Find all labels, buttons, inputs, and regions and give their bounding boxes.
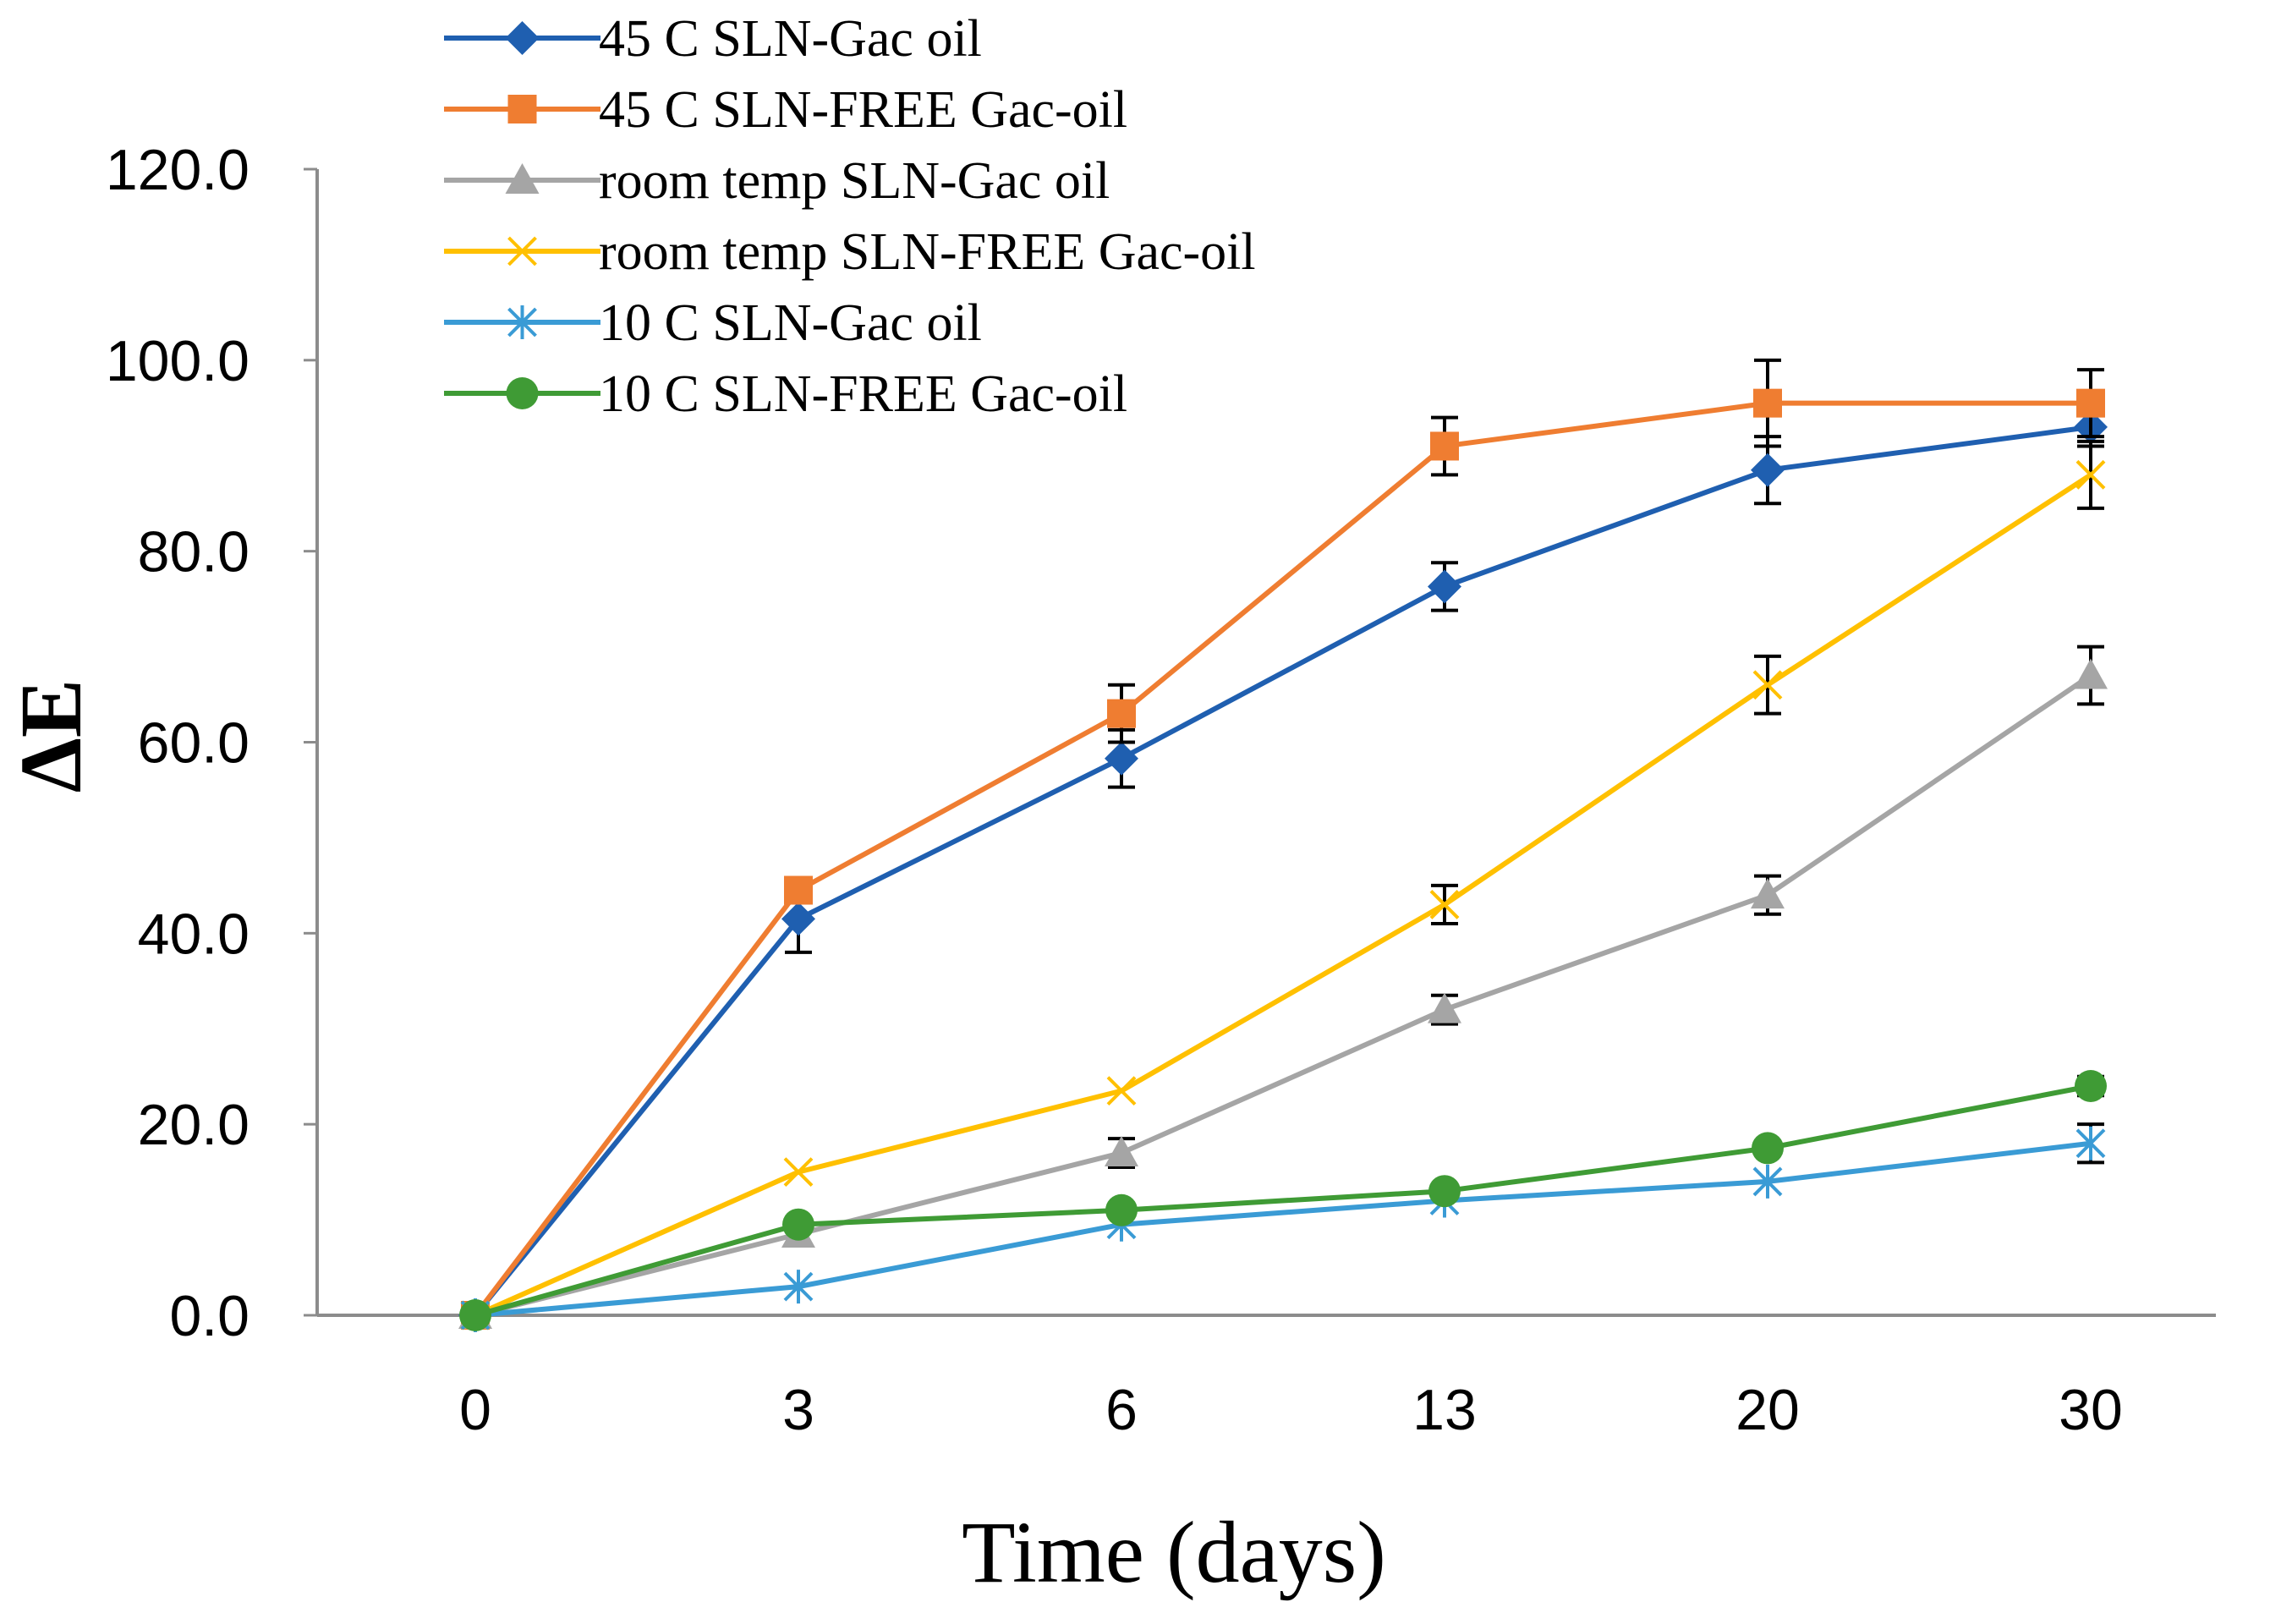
data-point — [1752, 670, 1783, 700]
legend-label: 45 C SLN-Gac oil — [599, 10, 982, 68]
y-tick-label: 60.0 — [138, 711, 249, 776]
legend-item: room temp SLN-Gac oil — [444, 152, 1110, 210]
series-line — [473, 424, 2092, 1317]
series-line — [474, 1084, 2092, 1318]
x-tick-label: 0 — [459, 1378, 491, 1442]
series-line — [474, 672, 2092, 1318]
data-point — [507, 305, 537, 339]
data-point — [2076, 388, 2105, 418]
data-point — [1430, 431, 1459, 461]
data-point — [1428, 1175, 1461, 1208]
data-point — [507, 95, 537, 123]
series-5 — [459, 1070, 2107, 1331]
data-point — [2075, 1070, 2107, 1102]
series-0 — [458, 406, 2108, 1332]
x-tick-label: 13 — [1412, 1378, 1477, 1442]
data-point — [1107, 699, 1136, 728]
series-layer — [458, 358, 2108, 1332]
series-2 — [458, 645, 2108, 1329]
series-line — [474, 1140, 2092, 1318]
data-point — [2074, 658, 2108, 689]
x-tick-label: 6 — [1105, 1378, 1138, 1442]
y-tick-label: 40.0 — [138, 902, 249, 966]
series-line — [473, 400, 2091, 1317]
y-tick-label: 100.0 — [106, 329, 249, 393]
data-point — [1429, 890, 1460, 919]
series-line — [474, 472, 2092, 1318]
legend-item: 45 C SLN-Gac oil — [444, 10, 982, 68]
data-point — [1428, 992, 1461, 1023]
y-axis-title: ΔE — [3, 679, 100, 793]
data-point — [783, 1270, 814, 1304]
data-point — [506, 377, 539, 409]
legend-item: room temp SLN-FREE Gac-oil — [444, 223, 1256, 281]
data-point — [1752, 1164, 1783, 1199]
data-point — [1751, 878, 1785, 909]
data-point — [1105, 1136, 1138, 1167]
data-point — [1428, 569, 1461, 604]
data-point — [784, 875, 813, 905]
data-point — [505, 21, 540, 55]
x-tick-label: 3 — [782, 1378, 814, 1442]
y-tick-labels: 0.0 20.0 40.0 60.0 80.0 100.0 120.0 — [106, 138, 317, 1348]
data-point — [1106, 1076, 1137, 1106]
data-point — [459, 1299, 491, 1331]
x-axis-title: Time (days) — [962, 1504, 1386, 1601]
x-tick-label: 20 — [1735, 1378, 1800, 1442]
y-tick-label: 0.0 — [169, 1284, 249, 1348]
data-point — [1752, 1132, 1784, 1165]
y-tick-label: 20.0 — [138, 1093, 249, 1157]
data-point — [2075, 1126, 2106, 1160]
legend-label: room temp SLN-Gac oil — [599, 152, 1110, 210]
series-1 — [461, 358, 2105, 1330]
data-point — [2075, 459, 2106, 490]
legend-label: 10 C SLN-FREE Gac-oil — [599, 365, 1127, 423]
x-tick-labels: 0 3 6 13 20 30 — [459, 1378, 2123, 1442]
data-point — [505, 163, 540, 194]
series-3 — [460, 439, 2106, 1330]
data-point — [1753, 388, 1782, 418]
data-point — [783, 1157, 814, 1188]
legend-item: 10 C SLN-FREE Gac-oil — [444, 365, 1127, 423]
legend-item: 45 C SLN-FREE Gac-oil — [444, 81, 1127, 139]
series-4 — [460, 1122, 2106, 1332]
legend-label: 45 C SLN-FREE Gac-oil — [599, 81, 1127, 139]
data-point — [1105, 741, 1138, 776]
legend: 45 C SLN-Gac oil 45 C SLN-FREE Gac-oil roo… — [444, 10, 1256, 423]
y-tick-label: 120.0 — [106, 138, 249, 202]
data-point — [1105, 1193, 1138, 1226]
legend-item: 10 C SLN-Gac oil — [444, 294, 982, 352]
legend-label: 10 C SLN-Gac oil — [599, 294, 982, 352]
data-point — [782, 1208, 814, 1241]
data-point — [1751, 453, 1785, 487]
legend-label: room temp SLN-FREE Gac-oil — [599, 223, 1256, 281]
y-tick-label: 80.0 — [138, 520, 249, 584]
data-point — [781, 902, 815, 936]
x-tick-label: 30 — [2059, 1378, 2123, 1442]
data-point — [507, 236, 537, 266]
